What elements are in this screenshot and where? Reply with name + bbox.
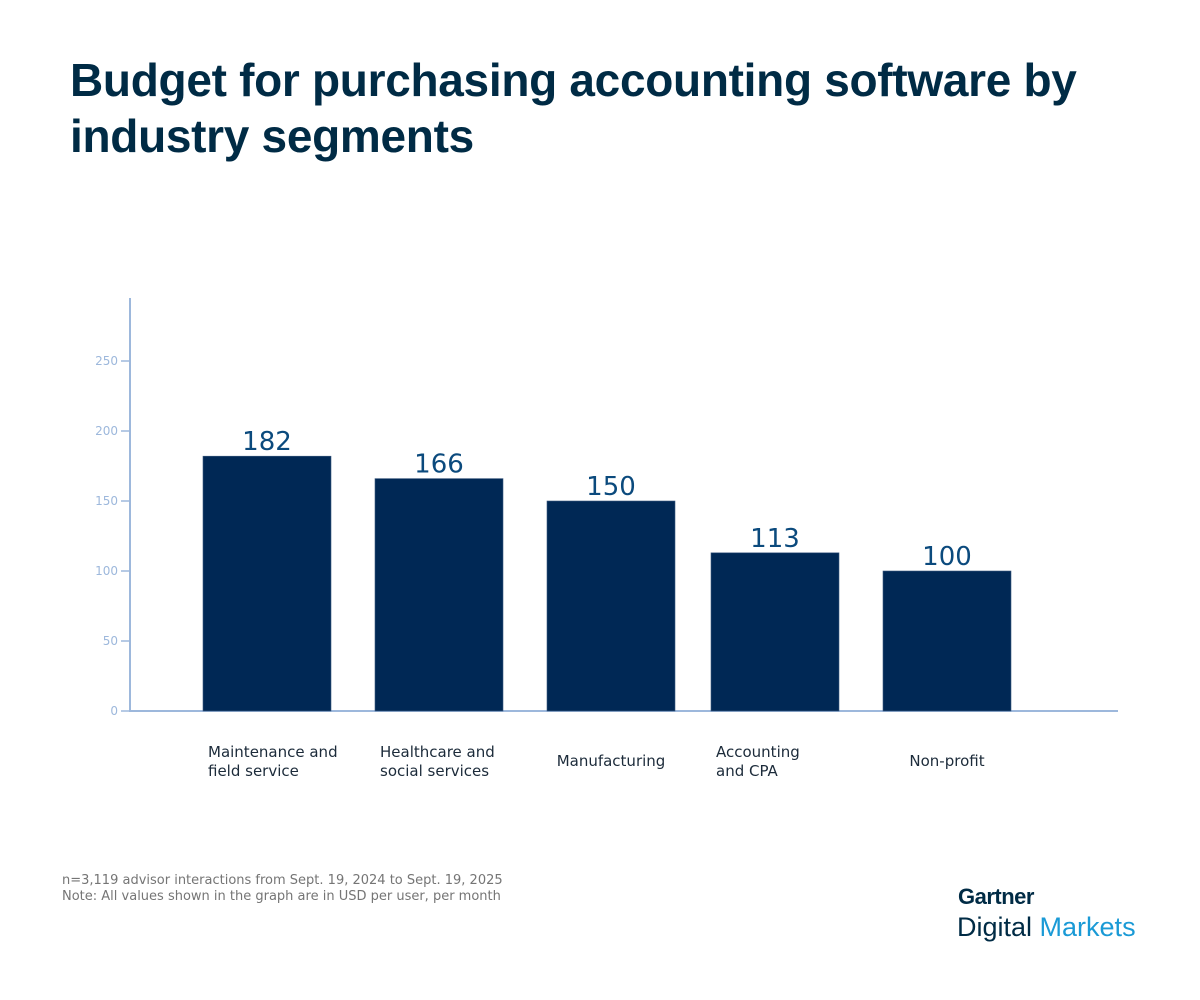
data-label: 113 [750,524,800,554]
x-category-label: Healthcare and [380,743,495,761]
y-tick-label: 200 [95,424,118,438]
x-category-label: Non-profit [909,752,984,770]
x-category-label: social services [380,762,489,780]
y-tick-label: 150 [95,494,118,508]
data-label: 100 [922,542,972,572]
logo-digital: Digital [957,912,1033,942]
x-category-label: Maintenance and [208,743,338,761]
x-category-label: field service [208,762,299,780]
x-category-label: and CPA [716,762,779,780]
y-tick-label: 250 [95,354,118,368]
x-category-label: Manufacturing [557,752,666,770]
bar [202,455,332,712]
bar [374,478,504,712]
y-tick-label: 50 [103,634,118,648]
chart-title: Budget for purchasing accounting softwar… [70,54,1077,162]
gartner-logo: Gartner [958,884,1034,909]
bar [710,552,840,712]
data-label: 150 [586,472,636,502]
units-note: Note: All values shown in the graph are … [62,889,501,904]
x-category-label: Accounting [716,743,800,761]
digital-markets-logo: Digital Markets [957,912,1136,943]
y-tick-label: 100 [95,564,118,578]
data-label: 166 [414,450,464,480]
logo-markets: Markets [1039,912,1136,942]
bar [546,500,676,712]
data-label: 182 [242,427,292,457]
sample-note: n=3,119 advisor interactions from Sept. … [62,873,503,888]
bar [882,570,1012,712]
y-tick-label: 0 [110,704,118,718]
